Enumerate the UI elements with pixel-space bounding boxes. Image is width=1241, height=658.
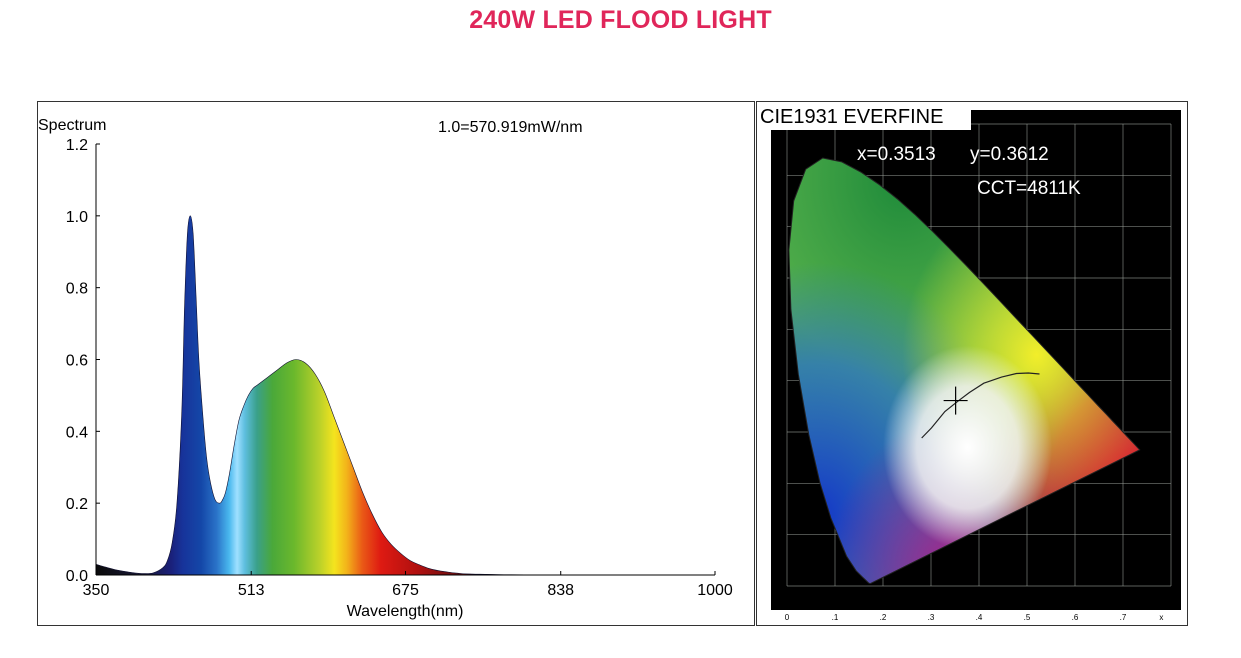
cie-x-tick-label: .6: [1072, 613, 1079, 622]
cie-x-tick-label: .1: [832, 613, 839, 622]
spectrum-axes: 0.0 0.2 0.4 0.6 0.8 1.0 1.2 350 513 675 838 1000: [66, 137, 733, 599]
cie-y-tick-label: 0: [763, 582, 768, 591]
spectrum-x-tick-label: 838: [547, 582, 574, 599]
cie-diagram-panel: 0 .1 .2 .3 .4 .5 .6 .7 x 0 .1 .2 .3 .4 .5 .6 .7 .8 y CIE19…: [756, 101, 1188, 626]
cie-x-label: x=0.3513: [857, 144, 936, 165]
cie-point-marker: [943, 386, 968, 415]
cie-title: CIE1931 EVERFINE: [760, 106, 943, 128]
spectrum-y-tick-label: 1.2: [66, 137, 88, 154]
cie-planckian-locus: [921, 372, 1040, 439]
cie-x-tick-label: .7: [1120, 613, 1127, 622]
cie-y-tick-label: .8: [762, 171, 769, 180]
spectrum-ylabel: Spectrum: [38, 117, 106, 134]
spectrum-y-tick-label: 1.0: [66, 209, 88, 226]
spectrum-y-tick-label: 0.6: [66, 353, 88, 370]
cie-y-tick-label: .3: [762, 428, 769, 437]
cie-y-tick-label: .5: [762, 325, 769, 334]
spectrum-y-tick-label: 0.8: [66, 281, 88, 298]
cie-x-tick-label: .2: [880, 613, 887, 622]
cie-y-tick-label: .1: [762, 531, 769, 540]
spectrum-x-tick-label: 675: [392, 582, 419, 599]
spectrum-plot-area: [95, 215, 715, 576]
spectrum-line: [95, 215, 715, 576]
cie-x-tick-label: .3: [928, 613, 935, 622]
cie-y-tick-label: y: [763, 141, 767, 150]
spectrum-chart: 0.0 0.2 0.4 0.6 0.8 1.0 1.2 350 513 675 838 1000 Sp…: [38, 117, 733, 620]
spectrum-y-tick-label: 0.2: [66, 496, 88, 513]
page-title: 240W LED FLOOD LIGHT: [469, 6, 772, 34]
cie-title-box: [757, 102, 971, 130]
spectrum-annotation: 1.0=570.919mW/nm: [438, 119, 583, 136]
cie-y-tick-label: .7: [762, 223, 769, 232]
cie-y-label: y=0.3612: [970, 144, 1049, 165]
cie-x-tick-label: x: [1159, 613, 1163, 622]
cie-diagram: 0 .1 .2 .3 .4 .5 .6 .7 x 0 .1 .2 .3 .4 .5 .6 .7 .8 y CIE19…: [757, 102, 1181, 622]
spectrum-area: [96, 215, 715, 576]
spectrum-xlabel: Wavelength(nm): [347, 603, 464, 620]
spectrum-y-tick-label: 0.4: [66, 424, 88, 441]
cie-y-tick-label: .4: [762, 377, 769, 386]
cie-spectral-locus: [788, 157, 1141, 585]
cie-cct-label: CCT=4811K: [977, 178, 1081, 199]
spectrum-y-tick-label: 0.0: [66, 568, 88, 585]
spectrum-x-tick-label: 1000: [697, 582, 733, 599]
cie-y-tick-label: .2: [762, 479, 769, 488]
spectrum-x-tick-label: 350: [83, 582, 110, 599]
cie-y-tick-label: .6: [762, 274, 769, 283]
cie-x-tick-label: .4: [976, 613, 983, 622]
cie-ticks: 0 .1 .2 .3 .4 .5 .6 .7 x 0 .1 .2 .3 .4 .5 .6 .7 .8 y: [762, 141, 1164, 622]
spectrum-chart-panel: 0.0 0.2 0.4 0.6 0.8 1.0 1.2 350 513 675 838 1000 Sp…: [37, 101, 755, 626]
spectrum-x-tick-label: 513: [238, 582, 265, 599]
cie-x-tick-label: 0: [785, 613, 790, 622]
cie-x-tick-label: .5: [1024, 613, 1031, 622]
